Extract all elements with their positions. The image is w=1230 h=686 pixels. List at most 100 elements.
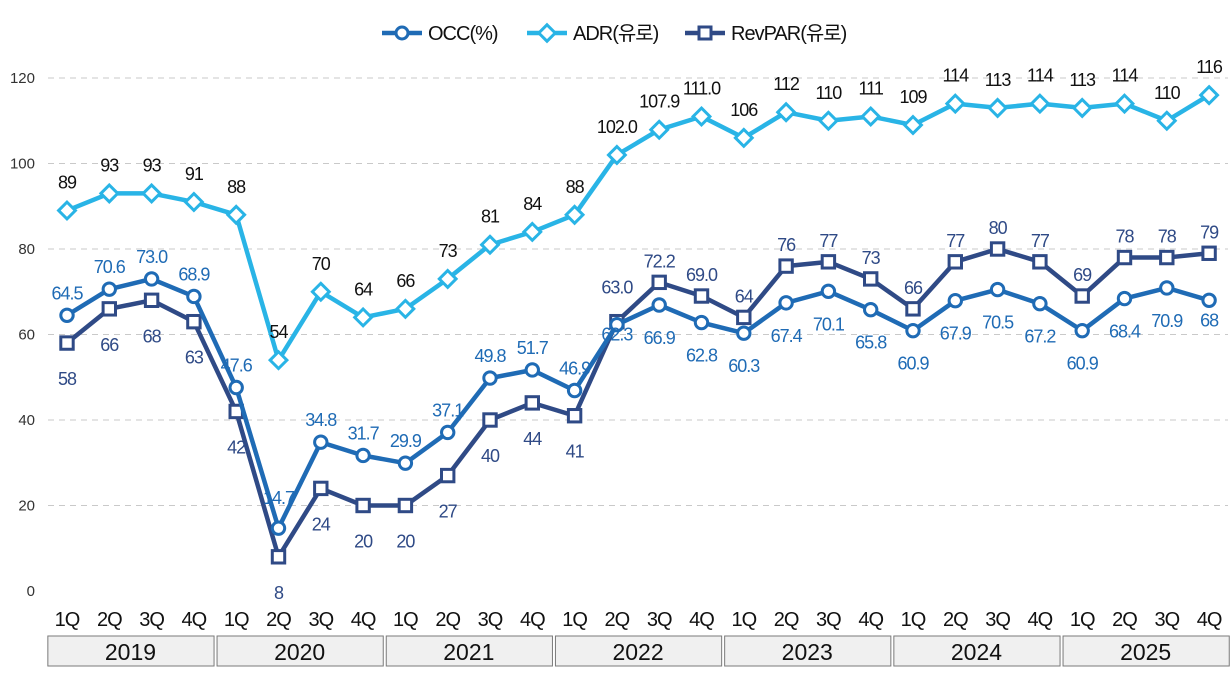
data-label: 81 — [481, 207, 500, 227]
year-group-label: 2019 — [105, 639, 156, 665]
data-label: 77 — [1031, 231, 1050, 251]
circle-marker — [482, 370, 498, 386]
data-label: 109 — [899, 87, 927, 107]
data-label: 70.5 — [982, 313, 1014, 333]
data-label: 58 — [58, 369, 77, 389]
x-tick-label: 1Q — [55, 609, 80, 631]
square-marker — [1032, 254, 1048, 270]
diamond-marker — [1071, 97, 1093, 119]
data-label: 89 — [58, 173, 77, 193]
circle-marker — [355, 447, 371, 464]
data-label: 102.0 — [597, 117, 638, 137]
data-label: 116 — [1196, 57, 1223, 77]
data-label: 68.4 — [1109, 322, 1141, 342]
circle-marker — [101, 281, 118, 297]
data-label: 113 — [985, 70, 1012, 90]
data-label: 113 — [1069, 70, 1096, 90]
x-tick-label: 2Q — [97, 609, 122, 631]
legend-item[interactable]: RevPAR(유로) — [685, 23, 848, 45]
diamond-marker — [1029, 93, 1051, 115]
data-label: 64 — [354, 279, 373, 299]
circle-marker — [693, 314, 710, 331]
legend-label: RevPAR(유로) — [731, 23, 847, 45]
data-label: 49.8 — [474, 346, 506, 366]
year-group-box — [554, 635, 723, 667]
data-label: 47.6 — [221, 356, 253, 376]
circle-marker — [397, 455, 414, 471]
data-label: 66 — [100, 335, 119, 355]
data-label: 37.1 — [432, 400, 464, 420]
data-label: 84 — [523, 194, 542, 214]
x-tick-label: 4Q — [182, 609, 207, 631]
data-label: 112 — [773, 74, 800, 94]
square-marker — [101, 301, 117, 317]
data-label: 114 — [1112, 66, 1139, 86]
circle-marker — [1159, 280, 1175, 296]
data-label: 77 — [819, 231, 838, 251]
legend[interactable]: OCC(%) ADR(유로) RevPAR(유로) — [382, 22, 848, 45]
diamond-marker — [606, 144, 628, 166]
square-marker — [1116, 249, 1133, 266]
legend-label: ADR(유로) — [573, 23, 659, 45]
y-tick-label: 60 — [18, 327, 35, 344]
data-labels: 64.5 70.6 73.0 68.9 47.6 14.7 34.8 31.7 29.9 37.1… — [51, 57, 1223, 603]
series-line — [64, 246, 1212, 560]
circle-marker — [228, 379, 244, 396]
data-label: 20 — [396, 532, 415, 552]
circle-marker — [736, 325, 752, 341]
square-marker — [905, 301, 921, 317]
square-marker — [566, 408, 583, 424]
data-label: 60.9 — [897, 354, 929, 374]
year-group-label: 2022 — [612, 639, 663, 665]
square-marker — [143, 292, 160, 309]
diamond-marker — [775, 101, 797, 123]
data-label: 8 — [274, 583, 284, 603]
square-marker — [820, 254, 837, 270]
circle-marker — [59, 307, 75, 323]
data-label: 80 — [989, 218, 1008, 238]
square-marker — [736, 309, 752, 326]
diamond-marker — [183, 191, 205, 213]
x-tick-label: 4Q — [520, 609, 545, 631]
series-group — [56, 84, 1220, 565]
data-label: 93 — [143, 155, 162, 175]
square-marker — [313, 480, 329, 497]
circle-marker — [566, 382, 583, 399]
x-tick-label: 4Q — [1197, 609, 1222, 631]
data-label: 27 — [439, 502, 458, 522]
data-label: 111.0 — [683, 78, 721, 98]
circle-marker — [394, 25, 410, 41]
x-tick-label: 1Q — [562, 609, 587, 631]
square-marker — [1201, 245, 1217, 261]
data-label: 77 — [946, 231, 965, 251]
square-marker — [651, 274, 667, 291]
circle-marker — [524, 362, 540, 378]
data-label: 63 — [185, 348, 204, 368]
legend-item[interactable]: OCC(%) — [382, 23, 499, 45]
square-marker — [693, 288, 710, 304]
circle-marker — [270, 520, 287, 536]
legend-label: OCC(%) — [428, 23, 498, 45]
year-group-box — [893, 635, 1061, 667]
x-tick-label: 4Q — [1028, 609, 1053, 631]
data-label: 66 — [396, 271, 415, 291]
circle-marker — [1074, 322, 1090, 339]
data-label: 67.2 — [1024, 327, 1056, 347]
diamond-marker — [479, 234, 501, 256]
circle-marker — [186, 288, 202, 305]
diamond-marker — [536, 22, 558, 44]
data-label: 106 — [730, 100, 758, 120]
circle-marker — [313, 434, 329, 450]
x-tick-label: 2Q — [1112, 609, 1137, 631]
data-label: 70.1 — [813, 314, 845, 334]
year-group-label: 2023 — [782, 639, 833, 665]
y-tick-label: 20 — [18, 498, 35, 515]
data-label: 70.6 — [94, 257, 126, 277]
data-label: 68 — [143, 326, 162, 346]
data-label: 41 — [566, 442, 585, 462]
data-label: 78 — [1158, 227, 1177, 247]
legend-item[interactable]: ADR(유로) — [527, 22, 660, 45]
square-marker — [697, 25, 713, 41]
data-label: 51.7 — [517, 338, 549, 358]
data-label: 114 — [942, 66, 969, 86]
